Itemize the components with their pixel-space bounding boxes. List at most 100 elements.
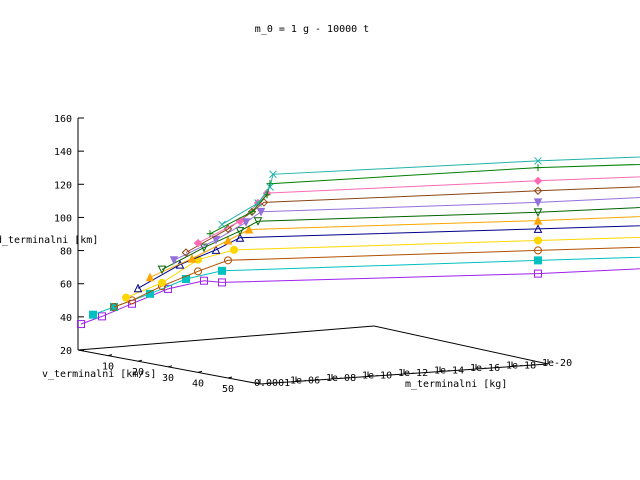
z-tick-label: 160 [54, 114, 72, 125]
data-point [218, 266, 226, 275]
data-point [182, 275, 190, 284]
data-point [266, 183, 274, 191]
data-point [534, 256, 542, 265]
data-point [133, 283, 143, 293]
data-point [98, 312, 106, 321]
y-tick-label: 1e-14 [434, 366, 464, 377]
x-tick [197, 370, 203, 373]
y-tick-label: 1e-10 [362, 371, 392, 382]
series-line [173, 197, 640, 261]
y-ticks: 0.0001 1e-06 1e-08 1e-10 1e-12 1e-14 1e-16 1e-1… [254, 358, 572, 389]
data-point [533, 208, 543, 217]
z-axis-label: d_terminalni [km] [0, 235, 98, 246]
data-point [241, 218, 251, 227]
series-line [113, 246, 640, 308]
data-point [534, 269, 542, 278]
data-point [534, 157, 542, 165]
data-point [181, 248, 191, 257]
data-point [122, 293, 130, 302]
x-axis-label: v_terminalni [km/s] [42, 369, 156, 380]
data-point [200, 276, 208, 285]
data-point [187, 253, 197, 263]
series-line [161, 207, 640, 271]
series-line [125, 236, 640, 299]
data-point [169, 256, 179, 265]
x-tick-label: 10 [102, 362, 114, 373]
data-point [235, 227, 245, 236]
series-line [80, 268, 640, 325]
data-point [533, 215, 543, 225]
z-tick-label: 60 [60, 280, 72, 291]
x-ticks: 10 20 30 40 50 [102, 354, 234, 395]
series-10 [206, 163, 640, 238]
z-tick-label: 80 [60, 247, 72, 258]
series-line [197, 176, 640, 244]
series-6 [157, 207, 640, 275]
z-tick-label: 120 [54, 180, 72, 191]
y-tick-label: 1e-06 [290, 376, 320, 387]
data-point [206, 230, 214, 238]
x-tick [227, 376, 233, 379]
data-point [254, 199, 262, 207]
series-layer [77, 156, 640, 329]
z-tick-label: 140 [54, 147, 72, 158]
data-point [534, 246, 542, 255]
z-tick-label: 40 [60, 313, 72, 324]
x-tick [167, 365, 173, 368]
data-point [145, 272, 155, 282]
data-point [157, 265, 167, 275]
data-point [211, 235, 221, 245]
data-point [211, 245, 221, 254]
data-point [244, 224, 254, 234]
data-point [218, 278, 226, 287]
plot-frame [77, 118, 549, 385]
y-tick-label: 1e-20 [542, 358, 572, 369]
data-point [193, 238, 203, 248]
data-point [533, 198, 543, 207]
back-baseline-right [373, 325, 549, 365]
series-5 [145, 215, 640, 282]
data-point [533, 186, 543, 195]
x-tick-label: 20 [132, 367, 144, 378]
data-point [269, 170, 277, 179]
z-tick-label: 100 [54, 213, 72, 224]
y-axis-label: m_terminalni [kg] [405, 379, 507, 390]
z-ticks: 20 40 60 80 100 120 140 160 [54, 114, 84, 357]
series-0 [77, 268, 640, 329]
data-point [253, 217, 263, 226]
data-point [158, 278, 166, 287]
data-point [533, 176, 543, 186]
data-point [534, 164, 542, 172]
series-2 [110, 246, 640, 312]
data-point [533, 224, 543, 233]
data-point [194, 267, 202, 276]
data-point [235, 233, 245, 242]
data-point [199, 243, 209, 253]
data-point [223, 235, 233, 245]
data-point [224, 256, 232, 265]
data-point [248, 208, 256, 216]
y-tick-label: 1e-18 [506, 361, 536, 372]
y-tick-label: 1e-16 [470, 363, 500, 374]
x-tick-label: 40 [192, 378, 204, 389]
back-baseline-left [77, 325, 375, 351]
x-tick [107, 354, 113, 357]
data-point [89, 310, 97, 319]
z-tick-label: 20 [60, 346, 72, 357]
data-point [110, 303, 118, 312]
y-tick-label: 0.0001 [254, 378, 290, 389]
x-tick-label: 30 [162, 373, 174, 384]
series-line [221, 156, 640, 225]
data-point [77, 320, 85, 329]
series-11 [218, 156, 640, 229]
data-point [218, 220, 226, 229]
data-point [230, 245, 238, 254]
chart-title: m_0 = 1 g - 10000 t [255, 24, 369, 35]
data-point [256, 207, 266, 217]
series-7 [169, 197, 640, 265]
y-tick-label: 1e-08 [326, 373, 356, 384]
data-point [534, 236, 542, 245]
x-tick-label: 50 [222, 384, 234, 395]
x-tick [137, 359, 143, 362]
y-tick-label: 1e-12 [398, 368, 428, 379]
